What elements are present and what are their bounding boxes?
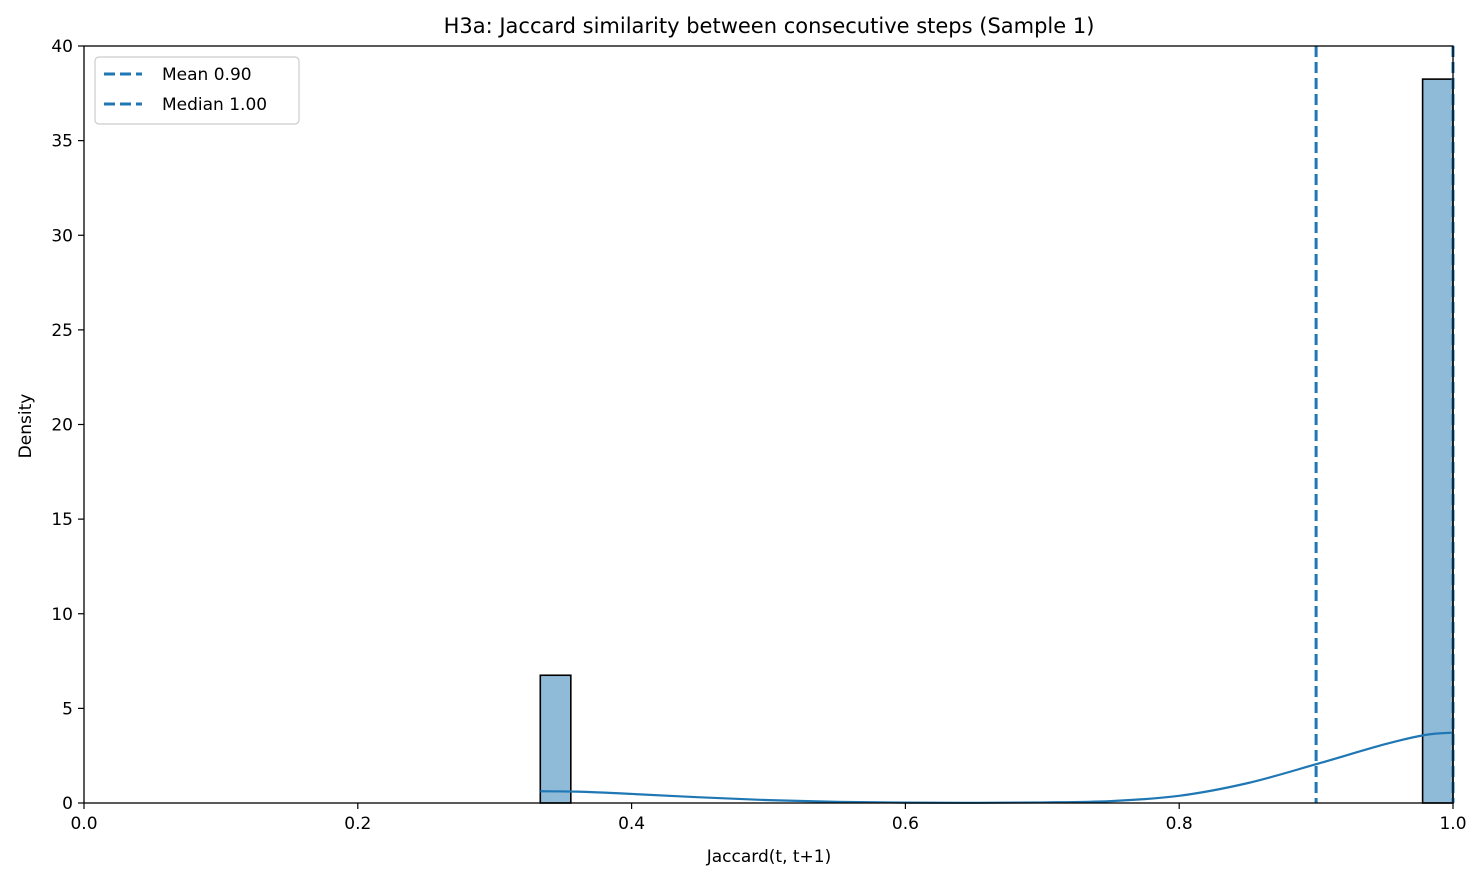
x-tick-label: 0.8 <box>1166 814 1193 834</box>
chart-title: H3a: Jaccard similarity between consecut… <box>444 14 1095 38</box>
x-tick-label: 0.6 <box>892 814 919 834</box>
axes-frame <box>83 45 1454 804</box>
x-tick-label: 1.0 <box>1439 814 1466 834</box>
y-tick-label: 10 <box>51 605 73 625</box>
y-axis-label: Density <box>16 394 36 459</box>
y-tick-label: 35 <box>51 132 73 152</box>
legend-mean-label: Mean 0.90 <box>162 65 252 85</box>
x-tick-label: 0.2 <box>344 814 371 834</box>
histogram-bars <box>539 78 1454 804</box>
y-tick-label: 40 <box>51 37 73 57</box>
x-tick-label: 0.4 <box>618 814 645 834</box>
histogram-bar-1 <box>539 674 572 804</box>
legend-box <box>94 56 300 125</box>
y-tick-label: 5 <box>62 699 73 719</box>
y-axis-ticks: 0 5 10 15 20 25 30 35 40 <box>51 37 84 814</box>
legend-median-label: Median 1.00 <box>162 95 267 115</box>
histogram-bar-2 <box>1421 78 1454 804</box>
y-tick-label: 30 <box>51 226 73 246</box>
x-axis-ticks: 0.0 0.2 0.4 0.6 0.8 1.0 <box>70 803 1467 834</box>
x-tick-label: 0.0 <box>70 814 97 834</box>
x-axis-label: Jaccard(t, t+1) <box>706 847 832 867</box>
y-tick-label: 15 <box>51 510 73 530</box>
y-tick-label: 25 <box>51 321 73 341</box>
y-tick-label: 20 <box>51 416 73 436</box>
legend: Mean 0.90 Median 1.00 <box>94 56 300 125</box>
plot-area <box>83 45 1455 804</box>
y-tick-label: 0 <box>62 794 73 814</box>
